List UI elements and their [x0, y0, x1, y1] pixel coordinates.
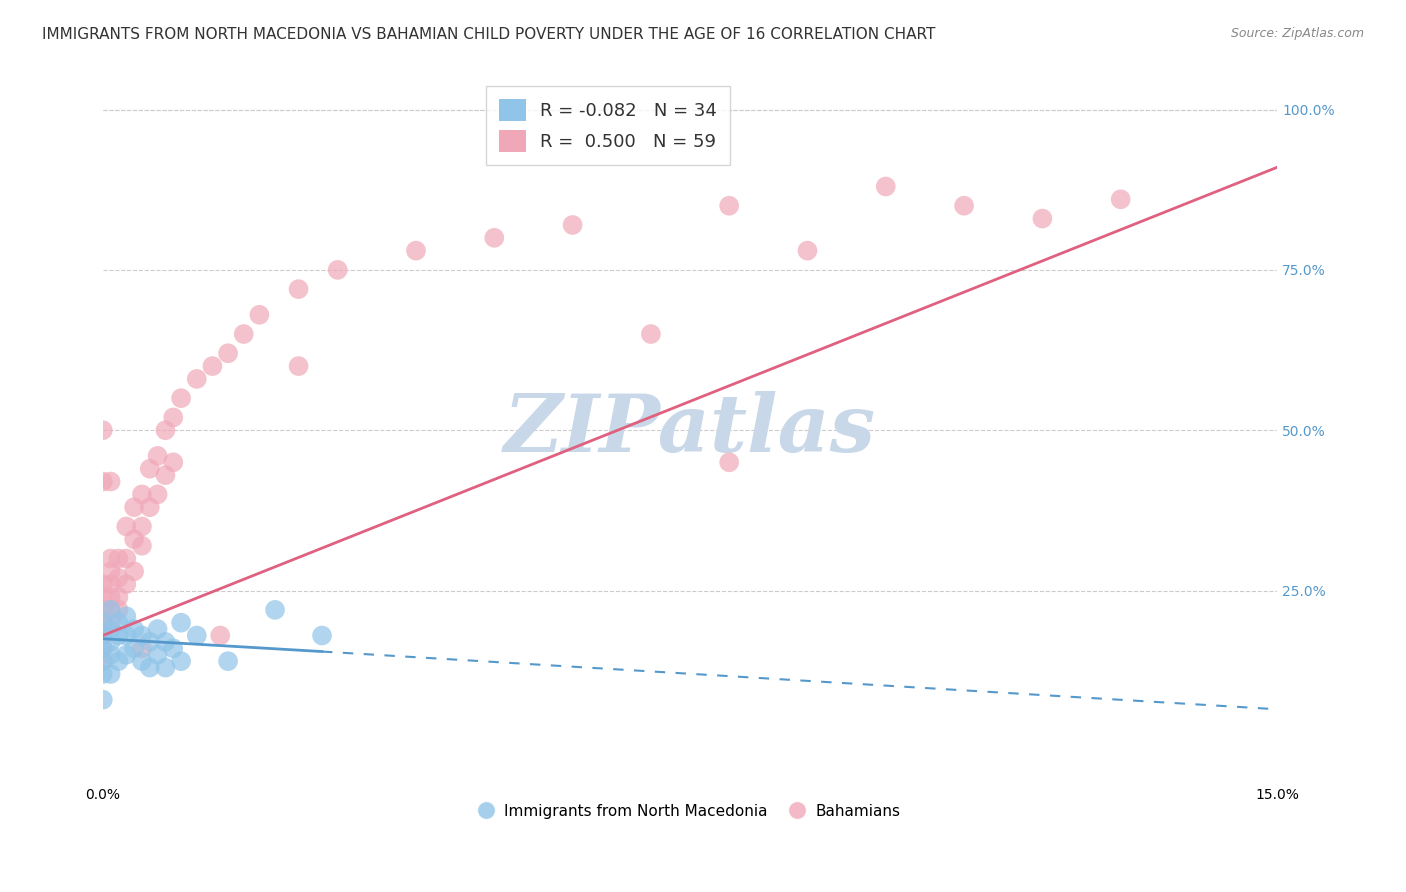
Point	[146, 487, 169, 501]
Point	[131, 519, 153, 533]
Point	[107, 628, 129, 642]
Legend: Immigrants from North Macedonia, Bahamians: Immigrants from North Macedonia, Bahamia…	[474, 797, 907, 825]
Point	[232, 326, 254, 341]
Point	[718, 199, 741, 213]
Point	[91, 628, 114, 642]
Point	[796, 244, 818, 258]
Point	[100, 603, 122, 617]
Point	[131, 539, 153, 553]
Text: ZIPatlas: ZIPatlas	[503, 392, 876, 469]
Text: IMMIGRANTS FROM NORTH MACEDONIA VS BAHAMIAN CHILD POVERTY UNDER THE AGE OF 16 CO: IMMIGRANTS FROM NORTH MACEDONIA VS BAHAM…	[42, 27, 935, 42]
Point	[201, 359, 224, 373]
Point	[115, 648, 138, 662]
Point	[561, 218, 583, 232]
Point	[100, 648, 122, 662]
Point	[146, 449, 169, 463]
Point	[1109, 192, 1132, 206]
Point	[122, 500, 145, 515]
Point	[100, 475, 122, 489]
Point	[146, 622, 169, 636]
Point	[115, 519, 138, 533]
Point	[131, 487, 153, 501]
Point	[162, 410, 184, 425]
Point	[139, 500, 162, 515]
Point	[100, 603, 122, 617]
Point	[115, 551, 138, 566]
Point	[155, 660, 177, 674]
Point	[91, 423, 114, 437]
Point	[162, 455, 184, 469]
Point	[186, 372, 208, 386]
Point	[155, 423, 177, 437]
Point	[718, 455, 741, 469]
Point	[115, 628, 138, 642]
Point	[131, 641, 153, 656]
Point	[131, 628, 153, 642]
Point	[115, 577, 138, 591]
Point	[122, 641, 145, 656]
Point	[875, 179, 897, 194]
Point	[91, 628, 114, 642]
Point	[91, 641, 114, 656]
Point	[287, 359, 309, 373]
Point	[100, 590, 122, 604]
Point	[287, 282, 309, 296]
Point	[484, 231, 506, 245]
Point	[209, 628, 232, 642]
Point	[146, 648, 169, 662]
Point	[405, 244, 427, 258]
Point	[264, 603, 287, 617]
Point	[139, 461, 162, 475]
Point	[326, 263, 349, 277]
Point	[107, 590, 129, 604]
Point	[100, 565, 122, 579]
Point	[91, 654, 114, 668]
Point	[91, 692, 114, 706]
Point	[91, 615, 114, 630]
Point	[100, 577, 122, 591]
Point	[155, 468, 177, 483]
Point	[186, 628, 208, 642]
Point	[953, 199, 976, 213]
Point	[91, 667, 114, 681]
Point	[107, 654, 129, 668]
Point	[139, 635, 162, 649]
Point	[91, 475, 114, 489]
Text: Source: ZipAtlas.com: Source: ZipAtlas.com	[1230, 27, 1364, 40]
Point	[107, 551, 129, 566]
Point	[100, 667, 122, 681]
Point	[170, 615, 193, 630]
Point	[122, 622, 145, 636]
Point	[162, 641, 184, 656]
Point	[91, 577, 114, 591]
Point	[100, 551, 122, 566]
Point	[640, 326, 662, 341]
Point	[139, 660, 162, 674]
Point	[122, 565, 145, 579]
Point	[91, 590, 114, 604]
Point	[107, 615, 129, 630]
Point	[115, 609, 138, 624]
Point	[91, 603, 114, 617]
Point	[107, 571, 129, 585]
Point	[217, 346, 239, 360]
Point	[247, 308, 270, 322]
Point	[217, 654, 239, 668]
Point	[100, 622, 122, 636]
Point	[131, 654, 153, 668]
Point	[91, 615, 114, 630]
Point	[170, 391, 193, 405]
Point	[311, 628, 333, 642]
Point	[100, 615, 122, 630]
Point	[170, 654, 193, 668]
Point	[100, 635, 122, 649]
Point	[122, 533, 145, 547]
Point	[91, 654, 114, 668]
Point	[155, 635, 177, 649]
Point	[91, 641, 114, 656]
Point	[1031, 211, 1053, 226]
Point	[107, 603, 129, 617]
